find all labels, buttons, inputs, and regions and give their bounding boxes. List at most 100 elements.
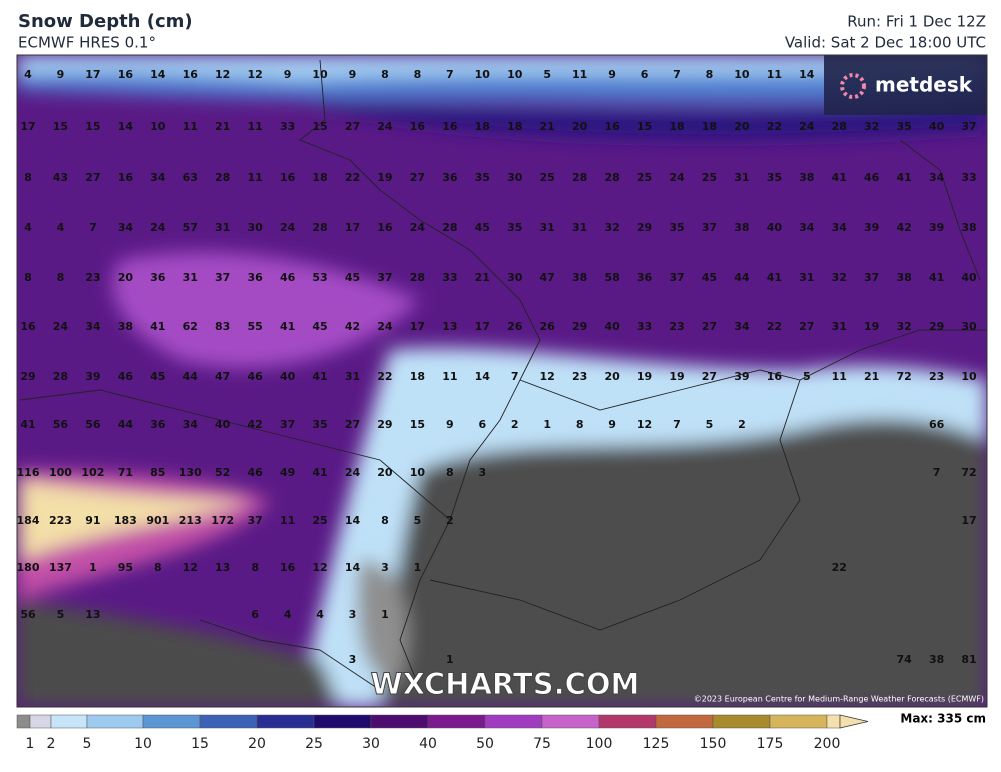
depth-value: 30	[507, 171, 523, 184]
legend-label: 25	[305, 736, 323, 752]
depth-value: 41	[832, 171, 847, 184]
depth-value: 35	[475, 171, 490, 184]
legend-label: 150	[700, 736, 727, 752]
depth-value: 27	[345, 418, 360, 431]
legend-swatch	[142, 714, 201, 729]
depth-value: 37	[280, 418, 295, 431]
depth-value: 22	[345, 171, 360, 184]
legend-swatch	[370, 714, 429, 729]
depth-value: 14	[345, 514, 361, 527]
depth-value: 56	[85, 418, 101, 431]
copyright: ©2023 European Centre for Medium-Range W…	[694, 695, 984, 704]
depth-value: 17	[961, 514, 976, 527]
depth-value: 8	[381, 68, 389, 81]
depth-value: 16	[442, 120, 458, 133]
legend-label: 100	[586, 736, 613, 752]
depth-value: 85	[150, 466, 165, 479]
legend-label: 20	[248, 736, 266, 752]
legend-swatch	[50, 714, 88, 729]
depth-value: 34	[832, 221, 848, 234]
depth-value: 29	[377, 418, 392, 431]
depth-value: 18	[410, 370, 425, 383]
logo: metdesk	[875, 73, 973, 97]
depth-value: 41	[929, 271, 944, 284]
depth-value: 31	[540, 221, 555, 234]
depth-value: 5	[414, 514, 422, 527]
depth-value: 6	[641, 68, 649, 81]
depth-value: 11	[247, 120, 262, 133]
depth-value: 46	[247, 466, 263, 479]
valid-time: Valid: Sat 2 Dec 18:00 UTC	[785, 34, 986, 52]
depth-value: 36	[442, 171, 458, 184]
depth-value: 2	[511, 418, 519, 431]
depth-value: 42	[247, 418, 262, 431]
legend-swatch	[256, 714, 315, 729]
depth-value: 29	[572, 320, 587, 333]
legend-max: Max: 335 cm	[900, 712, 986, 726]
depth-value: 1	[543, 418, 551, 431]
depth-value: 29	[20, 370, 35, 383]
depth-value: 40	[604, 320, 620, 333]
watermark: WXCHARTS.COM	[371, 667, 640, 701]
depth-value: 41	[20, 418, 35, 431]
depth-value: 17	[475, 320, 490, 333]
depth-value: 22	[377, 370, 392, 383]
depth-value: 4	[57, 221, 65, 234]
depth-value: 14	[150, 68, 166, 81]
depth-value: 23	[572, 370, 587, 383]
depth-value: 30	[507, 271, 523, 284]
legend-swatch	[86, 714, 144, 729]
depth-value: 184	[17, 514, 40, 527]
depth-value: 11	[183, 120, 198, 133]
depth-value: 8	[154, 561, 162, 574]
depth-value: 223	[49, 514, 72, 527]
depth-value: 49	[280, 466, 295, 479]
depth-value: 46	[280, 271, 296, 284]
subtitle: ECMWF HRES 0.1°	[18, 34, 156, 52]
depth-value: 11	[767, 68, 782, 81]
map-frame	[16, 54, 988, 708]
depth-value: 47	[540, 271, 555, 284]
depth-value: 38	[734, 221, 749, 234]
depth-value: 37	[864, 271, 879, 284]
depth-value: 28	[572, 171, 587, 184]
depth-value: 5	[803, 370, 811, 383]
depth-value: 9	[57, 68, 65, 81]
depth-value: 3	[478, 466, 486, 479]
depth-value: 1	[381, 608, 389, 621]
depth-value: 18	[312, 171, 327, 184]
depth-value: 20	[377, 466, 393, 479]
depth-value: 9	[608, 418, 616, 431]
depth-value: 8	[381, 514, 389, 527]
legend-swatch	[769, 714, 828, 729]
legend-label: 1	[26, 736, 35, 752]
depth-value: 10	[150, 120, 166, 133]
depth-value: 66	[929, 418, 945, 431]
depth-value: 34	[799, 221, 815, 234]
depth-value: 11	[247, 171, 262, 184]
depth-value: 16	[410, 120, 426, 133]
depth-value: 9	[349, 68, 357, 81]
depth-value: 15	[53, 120, 68, 133]
depth-value: 10	[475, 68, 491, 81]
depth-value: 32	[832, 271, 847, 284]
depth-value: 22	[767, 120, 782, 133]
depth-value: 21	[475, 271, 490, 284]
depth-value: 52	[215, 466, 230, 479]
depth-value: 18	[475, 120, 490, 133]
depth-value: 20	[604, 370, 620, 383]
depth-value: 36	[637, 271, 653, 284]
depth-value: 41	[767, 271, 782, 284]
depth-value: 33	[280, 120, 295, 133]
depth-value: 21	[215, 120, 230, 133]
depth-value: 23	[669, 320, 684, 333]
depth-value: 7	[511, 370, 519, 383]
depth-value: 35	[767, 171, 782, 184]
legend-swatch	[598, 714, 657, 729]
depth-value: 37	[669, 271, 684, 284]
depth-value: 24	[377, 120, 393, 133]
depth-value: 11	[442, 370, 457, 383]
depth-value: 58	[604, 271, 619, 284]
depth-value: 17	[410, 320, 425, 333]
depth-value: 31	[215, 221, 230, 234]
